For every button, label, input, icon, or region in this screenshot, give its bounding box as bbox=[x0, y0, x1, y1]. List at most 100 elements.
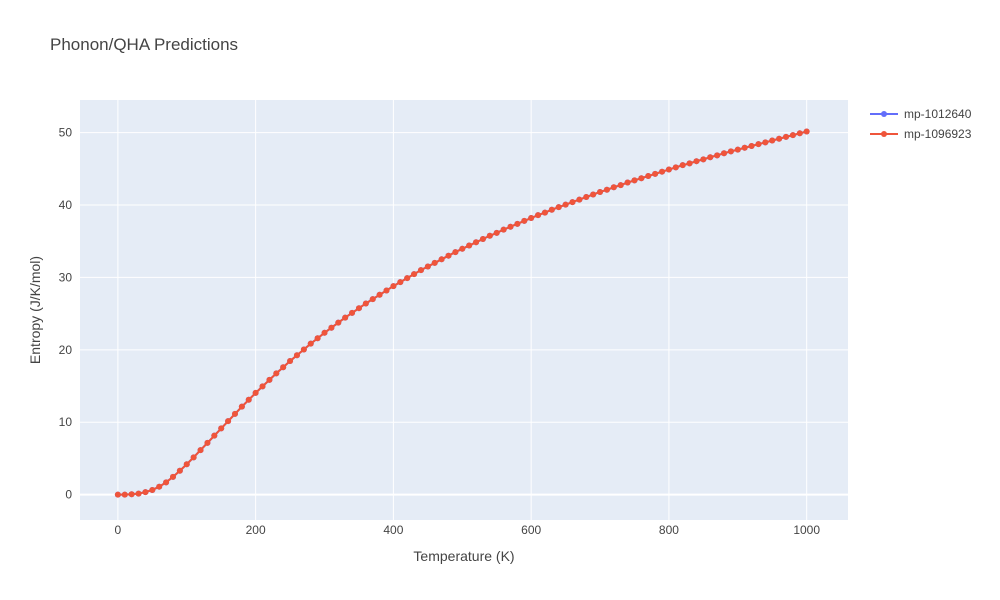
axis-ticks: 0 200 400 600 800 1000 0 10 20 30 40 50 bbox=[59, 126, 821, 537]
data-point bbox=[328, 324, 335, 331]
data-point bbox=[783, 133, 790, 140]
legend-swatch-marker bbox=[881, 111, 887, 117]
data-point bbox=[796, 130, 803, 137]
data-point bbox=[259, 383, 266, 390]
data-point bbox=[721, 150, 728, 157]
x-tick-label: 800 bbox=[659, 523, 679, 537]
data-point bbox=[603, 186, 610, 193]
data-point bbox=[369, 296, 376, 303]
data-point bbox=[762, 139, 769, 146]
plot-area bbox=[80, 100, 848, 520]
data-point bbox=[355, 305, 362, 312]
data-point bbox=[376, 291, 383, 298]
data-point bbox=[776, 135, 783, 142]
data-point bbox=[555, 204, 562, 211]
data-point bbox=[659, 168, 666, 175]
data-point bbox=[714, 152, 721, 159]
data-point bbox=[183, 461, 190, 468]
data-point bbox=[748, 142, 755, 149]
data-point bbox=[473, 239, 480, 246]
data-point bbox=[597, 188, 604, 195]
data-point bbox=[576, 196, 583, 203]
y-tick-label: 20 bbox=[59, 343, 73, 357]
series-layer bbox=[114, 128, 810, 498]
data-point bbox=[548, 206, 555, 213]
data-point bbox=[197, 447, 204, 454]
y-axis-title: Entropy (J/K/mol) bbox=[27, 256, 43, 364]
data-point bbox=[514, 220, 521, 227]
data-point bbox=[273, 370, 280, 377]
x-tick-label: 1000 bbox=[793, 523, 820, 537]
data-point bbox=[466, 242, 473, 249]
data-point bbox=[335, 319, 342, 326]
data-point bbox=[383, 287, 390, 294]
data-point bbox=[149, 486, 156, 493]
data-point bbox=[114, 491, 121, 498]
x-tick-label: 200 bbox=[246, 523, 266, 537]
data-point bbox=[300, 346, 307, 353]
data-point bbox=[293, 352, 300, 359]
legend-item[interactable]: mp-1096923 bbox=[870, 127, 972, 141]
data-point bbox=[803, 128, 810, 135]
data-point bbox=[672, 164, 679, 171]
data-point bbox=[169, 473, 176, 480]
data-point bbox=[121, 491, 128, 498]
data-point bbox=[266, 376, 273, 383]
data-point bbox=[349, 309, 356, 316]
data-point bbox=[128, 491, 135, 498]
x-tick-label: 0 bbox=[115, 523, 122, 537]
data-point bbox=[245, 396, 252, 403]
data-point bbox=[314, 335, 321, 342]
series-mp-1096923 bbox=[114, 128, 810, 498]
y-tick-label: 0 bbox=[65, 488, 72, 502]
data-point bbox=[404, 275, 411, 282]
data-point bbox=[486, 232, 493, 239]
data-point bbox=[218, 425, 225, 432]
data-point bbox=[665, 166, 672, 173]
data-point bbox=[445, 252, 452, 259]
y-tick-label: 30 bbox=[59, 270, 73, 284]
legend-item[interactable]: mp-1012640 bbox=[870, 107, 972, 121]
data-point bbox=[590, 191, 597, 198]
data-point bbox=[521, 217, 528, 224]
grid-lines bbox=[80, 100, 848, 520]
data-point bbox=[397, 279, 404, 286]
data-point bbox=[535, 212, 542, 219]
data-point bbox=[280, 364, 287, 371]
data-point bbox=[789, 132, 796, 139]
x-tick-label: 400 bbox=[383, 523, 403, 537]
chart-title: Phonon/QHA Predictions bbox=[50, 35, 238, 54]
data-point bbox=[769, 137, 776, 144]
data-point bbox=[610, 184, 617, 191]
data-point bbox=[225, 418, 232, 425]
data-point bbox=[204, 439, 211, 446]
data-point bbox=[562, 201, 569, 208]
data-point bbox=[645, 173, 652, 180]
data-point bbox=[135, 490, 142, 497]
data-point bbox=[142, 489, 149, 496]
data-point bbox=[734, 146, 741, 153]
data-point bbox=[411, 271, 418, 278]
data-point bbox=[438, 256, 445, 263]
data-point bbox=[390, 283, 397, 290]
data-point bbox=[631, 177, 638, 184]
data-point bbox=[252, 389, 259, 396]
data-point bbox=[342, 314, 349, 321]
data-point bbox=[479, 236, 486, 243]
data-point bbox=[541, 209, 548, 216]
data-point bbox=[528, 215, 535, 222]
data-point bbox=[755, 141, 762, 148]
data-point bbox=[652, 170, 659, 177]
data-point bbox=[686, 160, 693, 167]
data-point bbox=[583, 194, 590, 201]
data-point bbox=[287, 358, 294, 365]
data-point bbox=[452, 249, 459, 256]
data-point bbox=[321, 329, 328, 336]
data-point bbox=[362, 300, 369, 307]
data-point bbox=[617, 182, 624, 189]
data-point bbox=[307, 340, 314, 347]
data-point bbox=[700, 156, 707, 163]
data-point bbox=[417, 267, 424, 274]
data-point bbox=[741, 144, 748, 151]
